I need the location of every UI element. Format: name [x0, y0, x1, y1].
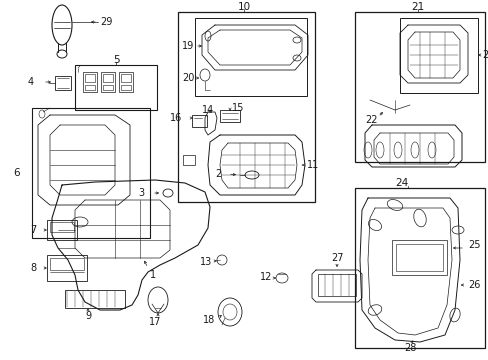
- Bar: [119, 72, 133, 92]
- Bar: [50, 222, 74, 232]
- Bar: [47, 220, 77, 240]
- Bar: [192, 115, 206, 127]
- Bar: [121, 74, 131, 82]
- Text: 29: 29: [100, 17, 112, 27]
- Text: 19: 19: [182, 41, 194, 51]
- Bar: [85, 85, 95, 90]
- Text: 21: 21: [410, 2, 424, 12]
- Bar: [32, 108, 150, 238]
- Bar: [220, 110, 240, 122]
- Text: 3: 3: [138, 188, 144, 198]
- Text: 6: 6: [13, 168, 20, 178]
- Text: 5: 5: [112, 55, 119, 65]
- Text: 10: 10: [237, 2, 250, 12]
- Bar: [75, 65, 157, 110]
- Text: 28: 28: [403, 343, 415, 353]
- Text: 4: 4: [28, 77, 34, 87]
- Text: 7: 7: [30, 225, 36, 235]
- Text: 13: 13: [200, 257, 212, 267]
- Bar: [354, 12, 484, 162]
- Text: 27: 27: [330, 253, 343, 263]
- Bar: [317, 274, 355, 296]
- Text: 26: 26: [467, 280, 479, 290]
- Bar: [101, 72, 115, 92]
- Text: 11: 11: [306, 160, 319, 170]
- Text: 23: 23: [481, 50, 488, 60]
- Bar: [85, 74, 95, 82]
- Bar: [395, 244, 442, 271]
- Text: 24: 24: [394, 178, 407, 188]
- Text: 8: 8: [30, 263, 36, 273]
- Bar: [47, 255, 87, 281]
- Bar: [83, 72, 97, 92]
- Text: 18: 18: [203, 315, 215, 325]
- Bar: [55, 76, 71, 90]
- Text: 1: 1: [150, 270, 156, 280]
- Bar: [178, 12, 314, 202]
- Bar: [103, 74, 113, 82]
- Bar: [354, 188, 484, 348]
- Text: 9: 9: [85, 311, 91, 321]
- Text: 15: 15: [231, 103, 244, 113]
- Text: 2: 2: [215, 169, 221, 179]
- Bar: [399, 18, 477, 93]
- Text: 14: 14: [202, 105, 214, 115]
- Bar: [195, 18, 306, 96]
- Text: 25: 25: [467, 240, 480, 250]
- Bar: [65, 290, 125, 308]
- Text: 20: 20: [182, 73, 194, 83]
- Text: 22: 22: [364, 115, 377, 125]
- Text: 12: 12: [260, 272, 272, 282]
- Bar: [121, 85, 131, 90]
- Bar: [103, 85, 113, 90]
- Text: 17: 17: [148, 317, 161, 327]
- Bar: [183, 155, 195, 165]
- Text: 16: 16: [169, 113, 182, 123]
- Bar: [50, 258, 84, 270]
- Bar: [391, 240, 446, 275]
